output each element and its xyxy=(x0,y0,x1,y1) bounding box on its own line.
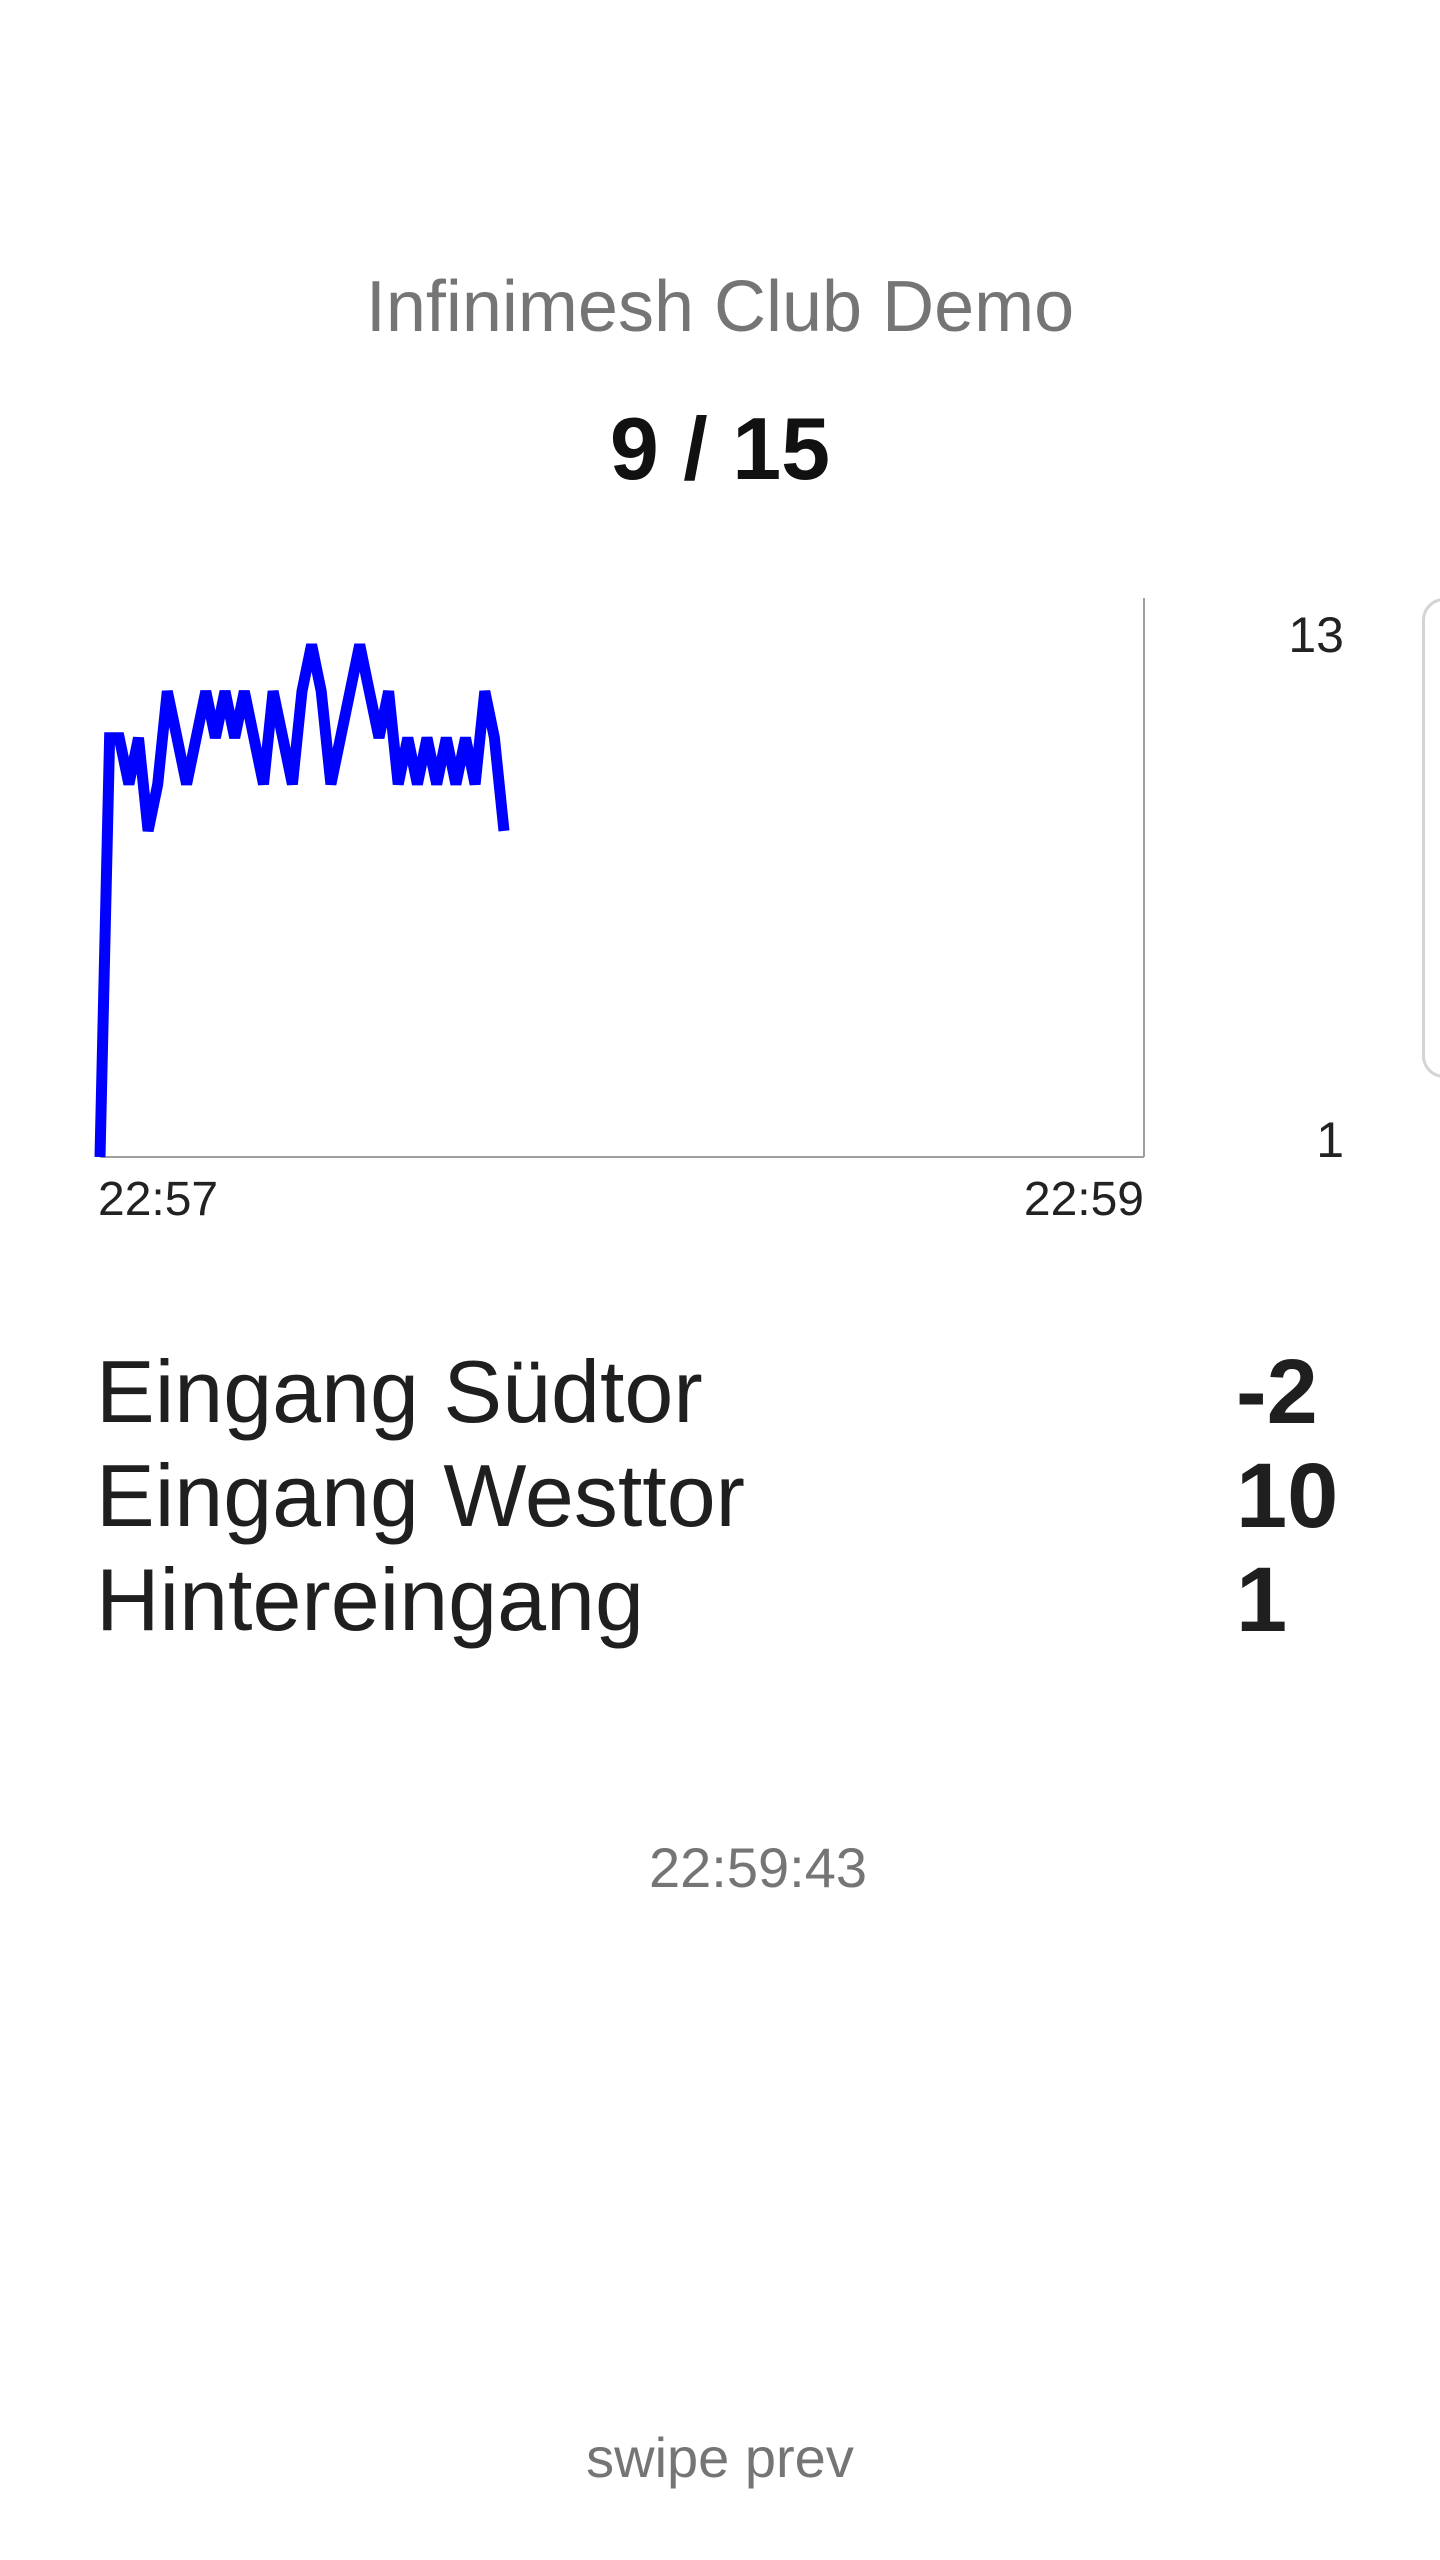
x-tick-label: 22:59 xyxy=(1024,1173,1144,1226)
entrance-name: Hintereingang xyxy=(96,1550,644,1649)
y-tick-label: 13 xyxy=(1288,607,1344,663)
chart-line-layer xyxy=(94,643,510,1158)
entrance-name: Eingang Südtor xyxy=(96,1342,703,1441)
entrance-count: 1 xyxy=(1236,1548,1288,1651)
chart-labels: 22:57 22:59 13 1 xyxy=(98,607,1344,1226)
swipe-prev-hint[interactable]: swipe prev xyxy=(586,2426,854,2489)
entrance-count: 10 xyxy=(1236,1444,1339,1547)
entrance-name: Eingang Westtor xyxy=(96,1446,745,1545)
occupancy-count: 9 / 15 xyxy=(609,399,831,498)
entrance-list: Eingang Südtor -2 Eingang Westtor 10 Hin… xyxy=(96,1340,1346,1652)
page-title: Infinimesh Club Demo xyxy=(365,267,1075,347)
y-tick-label: 1 xyxy=(1316,1112,1344,1168)
entrance-row-suedtor: Eingang Südtor -2 xyxy=(96,1340,1346,1444)
x-tick-label: 22:57 xyxy=(98,1173,218,1226)
entrance-row-westtor: Eingang Westtor 10 xyxy=(96,1444,1346,1548)
chart-frame xyxy=(100,598,1145,1158)
last-update-time: 22:59:43 xyxy=(649,1836,867,1899)
side-panel-handle[interactable] xyxy=(1422,598,1440,1078)
occupancy-series-line xyxy=(94,643,510,1158)
entrance-count: -2 xyxy=(1236,1340,1318,1443)
entrance-row-hintereingang: Hintereingang 1 xyxy=(96,1548,1346,1652)
occupancy-chart: 22:57 22:59 13 1 xyxy=(94,598,1344,1226)
